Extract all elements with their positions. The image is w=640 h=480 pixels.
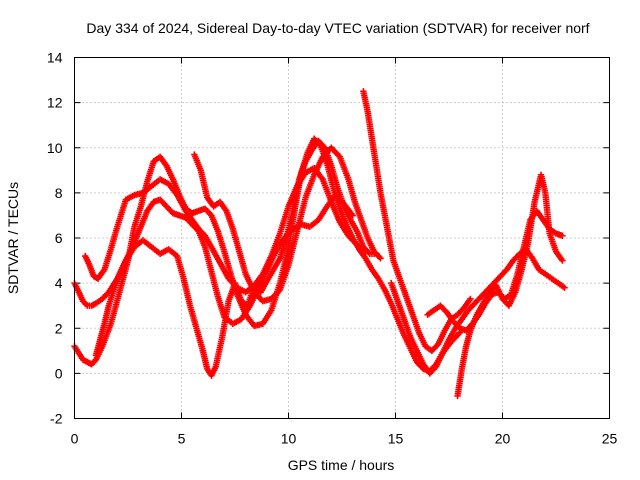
- series-trace-9: [92, 191, 356, 359]
- x-tick-label: 10: [281, 431, 297, 447]
- x-axis-label: GPS time / hours: [288, 457, 395, 473]
- x-tick-label: 20: [495, 431, 511, 447]
- y-tick-label: -2: [50, 411, 63, 427]
- x-tick-label: 15: [388, 431, 404, 447]
- y-tick-label: 14: [47, 50, 63, 66]
- x-tick-label: 25: [602, 431, 618, 447]
- series-trace-8: [454, 171, 566, 400]
- x-tick-label: 5: [178, 431, 186, 447]
- x-tick-label: 0: [71, 431, 79, 447]
- data-point: [373, 250, 380, 257]
- series-trace-6: [388, 246, 568, 377]
- y-axis-label: SDTVAR / TECUs: [5, 182, 21, 294]
- data-point: [377, 255, 384, 262]
- y-tick-label: 2: [55, 320, 63, 336]
- data-point: [467, 295, 474, 303]
- x-tick-labels: 0 5 10 15 20 25: [71, 431, 618, 447]
- y-tick-label: 8: [55, 185, 63, 201]
- data-point: [559, 257, 566, 264]
- series-trace-10: [199, 137, 380, 379]
- y-tick-label: 12: [47, 95, 63, 111]
- grid: [74, 57, 610, 419]
- plot-frame: [74, 57, 610, 419]
- y-tick-label: 10: [47, 140, 63, 156]
- y-tick-label: 6: [55, 230, 63, 246]
- y-tick-label: 0: [55, 365, 63, 381]
- series-trace-5: [360, 88, 474, 355]
- y-tick-label: 4: [55, 275, 63, 291]
- y-tick-labels: -2 0 2 4 6 8 10 12 14: [47, 50, 63, 427]
- data-point: [561, 284, 568, 291]
- data-point: [559, 232, 566, 239]
- data-marks: [71, 88, 568, 400]
- series-trace-1: [71, 237, 207, 355]
- chart-title: Day 334 of 2024, Sidereal Day-to-day VTE…: [86, 20, 589, 36]
